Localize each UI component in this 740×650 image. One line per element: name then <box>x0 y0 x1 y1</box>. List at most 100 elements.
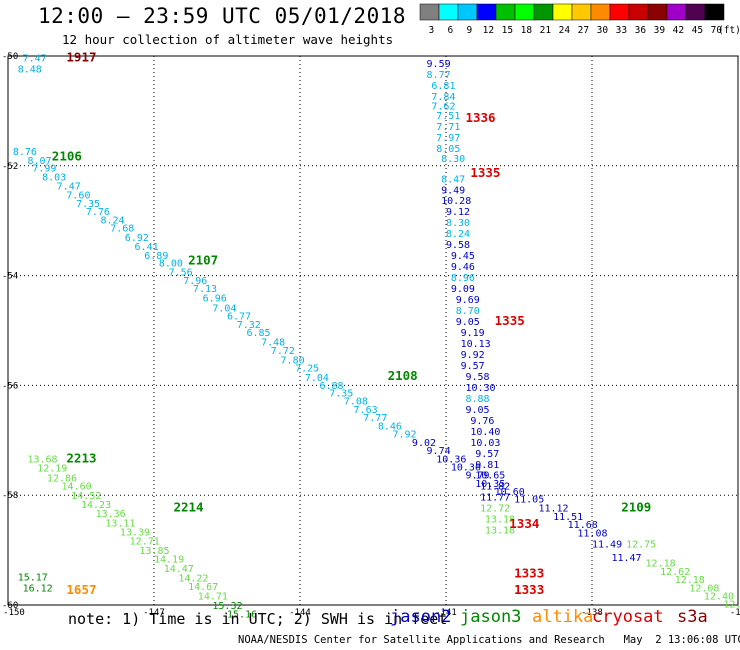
y-tick-label: -58 <box>2 491 18 501</box>
wave-height-point: 11.47 <box>611 553 641 564</box>
pass-time-label: 1657 <box>66 582 96 597</box>
colorbar-label: 9 <box>467 25 473 36</box>
wave-height-point: 11.12 <box>538 504 568 515</box>
satellite-legend-jason3: jason3 <box>460 607 522 627</box>
wave-height-point: 14.71 <box>198 592 228 603</box>
wave-height-point: 7.08 <box>344 397 368 408</box>
wave-height-point: 7.04 <box>212 303 236 314</box>
wave-height-point: 13.11 <box>105 518 135 529</box>
wave-height-point: 11.77 <box>480 493 510 504</box>
pass-time-label: 2109 <box>621 500 651 515</box>
y-tick-label: -52 <box>2 162 18 172</box>
wave-height-point: 12.40 <box>704 592 734 603</box>
wave-height-point: 14.60 <box>62 482 92 493</box>
wave-height-point: 15.16 <box>227 610 257 620</box>
wave-height-point: 10.65 <box>475 471 505 482</box>
wave-height-point: 12.18 <box>646 559 676 570</box>
wave-height-point: 7.77 <box>363 413 387 424</box>
wave-height-point: 7.84 <box>431 92 455 103</box>
colorbar-label: 42 <box>673 25 684 36</box>
wave-height-point: 8.70 <box>456 306 480 317</box>
wave-height-point: 8.47 <box>441 174 465 185</box>
wave-height-point: 10.35 <box>475 479 505 490</box>
wave-height-point: 9.49 <box>441 185 465 196</box>
wave-height-point: 8.24 <box>446 229 470 240</box>
wave-height-point: 7.56 <box>169 268 193 279</box>
wave-height-point: 10.03 <box>470 438 500 449</box>
wave-height-point: 9.57 <box>475 449 499 460</box>
pass-time-label: 2106 <box>52 148 82 163</box>
wave-height-point: 14.23 <box>81 500 111 511</box>
wave-height-point: 14.47 <box>164 564 194 575</box>
colorbar-unit: (ft) <box>718 25 740 36</box>
wave-height-point: 14.52 <box>71 491 101 502</box>
wave-height-point: 13.18 <box>485 526 515 537</box>
wave-height-point: 12.71 <box>130 537 160 548</box>
wave-height-point: 9.46 <box>451 262 475 273</box>
wave-height-point: 9.58 <box>465 372 489 383</box>
pass-time-label: 1336 <box>465 110 495 125</box>
pass-time-label: 1335 <box>470 165 500 180</box>
wave-height-point: 7.76 <box>86 207 110 218</box>
colorbar-label: 6 <box>448 25 454 36</box>
wave-height-point: 10.60 <box>495 487 525 498</box>
colorbar-label: 12 <box>483 25 494 36</box>
wave-height-point: 9.59 <box>427 59 451 70</box>
wave-height-point: 8.00 <box>159 258 183 269</box>
wave-height-point: 7.71 <box>436 122 460 133</box>
wave-height-point: 14.39 <box>237 619 267 620</box>
y-tick-label: -50 <box>2 52 18 62</box>
satellite-legend-cryosat: cryosat <box>592 607 664 627</box>
wave-height-point: 11.51 <box>553 512 583 523</box>
wave-height-point: 9.58 <box>446 240 470 251</box>
wave-height-point: 11.82 <box>480 482 510 493</box>
wave-height-point: 13.39 <box>120 527 150 538</box>
colorbar-label: 24 <box>559 25 571 36</box>
wave-height-point: 8.30 <box>441 154 465 165</box>
wave-height-point: 16.12 <box>23 583 53 594</box>
y-tick-label: -60 <box>2 601 18 611</box>
wave-height-point: 7.68 <box>110 224 134 235</box>
wave-height-point: 7.62 <box>431 101 455 112</box>
colorbar-label: 45 <box>692 25 703 36</box>
wave-height-point: 7.25 <box>295 364 319 375</box>
colorbar-label: 33 <box>616 25 627 36</box>
wave-height-point: 7.80 <box>281 355 305 366</box>
wave-height-point: 8.30 <box>446 218 470 229</box>
wave-height-point: 10.30 <box>465 383 495 394</box>
satellite-legend-jason2: jason2 <box>390 607 452 627</box>
wave-height-point: 6.89 <box>144 251 168 262</box>
colorbar-label: 27 <box>578 25 589 36</box>
wave-height-point: 13.18 <box>485 515 515 526</box>
colorbar-label: 30 <box>597 25 609 36</box>
wave-height-point: 13.85 <box>139 546 169 557</box>
pass-time-label: 1333 <box>514 582 544 597</box>
wave-height-point: 14.22 <box>178 573 208 584</box>
wave-height-point: 8.07 <box>27 156 51 167</box>
wave-height-point: 8.96 <box>451 273 475 284</box>
x-tick-label: -144 <box>289 608 311 618</box>
wave-height-point: 7.47 <box>57 181 81 192</box>
wave-height-point: 9.05 <box>465 405 489 416</box>
pass-time-label: 2107 <box>188 253 218 268</box>
wave-height-point: 7.60 <box>66 191 90 202</box>
wave-height-point: 7.97 <box>436 133 460 144</box>
colorbar-label: 3 <box>429 25 435 36</box>
wave-height-point: 12.75 <box>626 539 656 550</box>
wave-height-point: 13.68 <box>27 454 57 465</box>
plot-frame <box>7 55 739 606</box>
wave-height-point: 7.13 <box>193 284 217 295</box>
y-tick-label: -54 <box>2 272 18 282</box>
wave-height-point: 9.02 <box>412 438 436 449</box>
wave-height-point: 12.19 <box>37 464 67 475</box>
wave-height-point: 11.49 <box>592 539 622 550</box>
wave-height-point: 9.45 <box>451 251 475 262</box>
colorbar-label: 18 <box>521 25 533 36</box>
colorbar-label: 70 <box>711 25 723 36</box>
wave-height-point: 8.88 <box>465 394 489 405</box>
wave-height-point: 9.79 <box>465 471 489 482</box>
wave-height-point: 6.81 <box>431 81 455 92</box>
wave-height-point: 6.88 <box>319 381 343 392</box>
wave-height-point: 8.48 <box>18 64 42 75</box>
wave-height-point: 6.96 <box>203 293 227 304</box>
